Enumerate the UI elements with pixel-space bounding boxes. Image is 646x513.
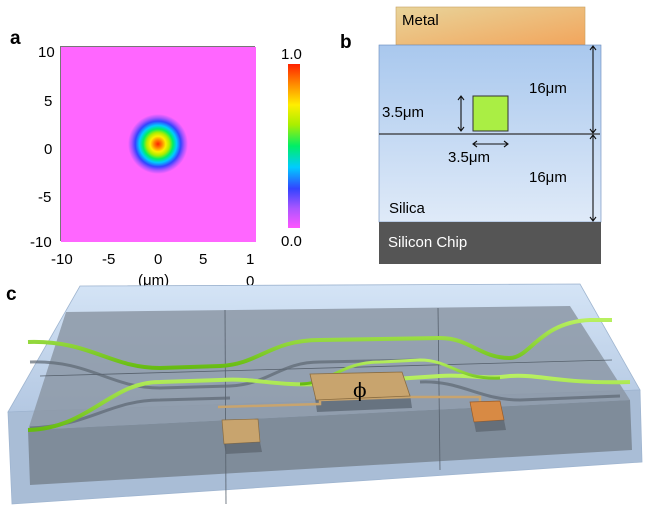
right-pad xyxy=(469,400,505,423)
y-tick-5: 5 xyxy=(44,93,53,110)
silica-label: Silica xyxy=(389,200,425,217)
colorbar-max-label: 1.0 xyxy=(281,46,302,63)
y-tick-neg5: -5 xyxy=(38,189,52,206)
x-tick-10-second: 0 xyxy=(246,273,255,290)
chip-3d-view xyxy=(0,280,646,508)
x-tick-10-first: 1 xyxy=(246,251,255,268)
colorbar xyxy=(288,64,300,228)
core-height-label: 3.5μm xyxy=(382,104,424,121)
x-tick-5: 5 xyxy=(199,251,208,268)
silicon-chip xyxy=(379,222,601,264)
panel-b-letter: b xyxy=(340,32,352,53)
cross-section xyxy=(378,0,604,266)
y-tick-10: 10 xyxy=(38,44,55,61)
heater-wire xyxy=(217,395,482,409)
lower-thickness-label: 16μm xyxy=(529,169,567,186)
mode-spot xyxy=(128,114,188,174)
y-tick-0: 0 xyxy=(44,141,53,158)
cross-section-diagram xyxy=(378,6,602,264)
metal-label: Metal xyxy=(402,12,439,29)
x-tick-neg5: -5 xyxy=(102,251,116,268)
silicon-chip-label: Silicon Chip xyxy=(388,234,468,251)
chip-3d-diagram xyxy=(7,283,643,505)
x-tick-neg10: -10 xyxy=(51,251,73,268)
phase-symbol: ϕ xyxy=(353,378,367,402)
panel-a-letter: a xyxy=(10,28,21,49)
core-width-label: 3.5μm xyxy=(448,149,490,166)
phase-heater-top xyxy=(309,371,411,401)
x-unit-label: (μm) xyxy=(138,272,170,289)
y-tick-neg10: -10 xyxy=(30,234,52,251)
waveguide-core xyxy=(472,95,509,132)
left-pad xyxy=(221,418,261,445)
panel-c-letter: c xyxy=(6,284,17,305)
mode-profile-plot xyxy=(61,47,256,242)
x-tick-0: 0 xyxy=(154,251,163,268)
colorbar-min-label: 0.0 xyxy=(281,233,302,250)
metal-layer xyxy=(395,6,586,46)
field-map xyxy=(60,46,256,242)
upper-thickness-label: 16μm xyxy=(529,80,567,97)
waveguide-top xyxy=(27,318,612,371)
